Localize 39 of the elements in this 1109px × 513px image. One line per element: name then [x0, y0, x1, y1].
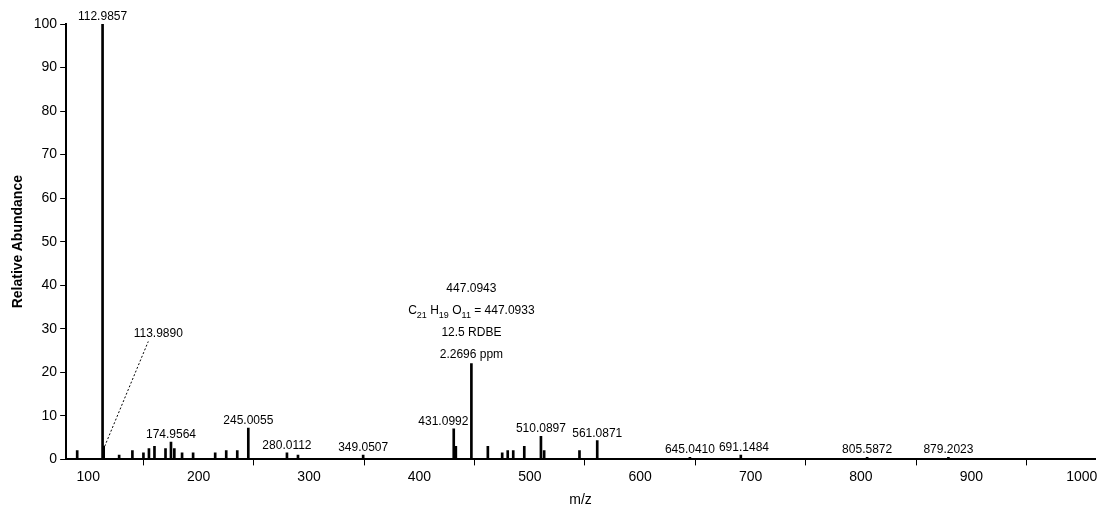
y-tick-label: 60 — [41, 189, 58, 206]
y-axis-title: Relative Abundance — [9, 174, 26, 309]
y-tick-label: 80 — [41, 101, 58, 118]
y-tick-label: 20 — [41, 363, 58, 380]
annotation: 691.1484 — [718, 440, 770, 455]
annotation: 561.0871 — [572, 425, 623, 440]
y-tick-label: 40 — [41, 276, 58, 293]
y-tick-label: 0 — [49, 450, 58, 467]
x-tick-label: 500 — [518, 467, 542, 484]
y-tick-label: 50 — [41, 232, 58, 249]
annotation: 174.9564 — [145, 426, 197, 441]
annotation: 280.0112 — [262, 437, 312, 452]
annotation: 805.5872 — [842, 442, 893, 457]
x-axis-title: m/z — [569, 491, 592, 508]
x-tick-label: 800 — [849, 467, 873, 484]
y-tick-label: 10 — [41, 406, 58, 423]
x-tick-label: 300 — [297, 467, 321, 484]
annotation: 349.0507 — [338, 440, 389, 455]
annotation: 112.9857 — [77, 9, 128, 23]
x-tick-label: 1000 — [1066, 467, 1098, 484]
y-tick-label: 90 — [41, 58, 58, 75]
y-tick-label: 30 — [41, 319, 58, 336]
x-tick-label: 100 — [76, 467, 101, 484]
annotation: 2.2696 ppm — [439, 346, 504, 361]
annotation: 510.0897 — [515, 421, 567, 436]
y-tick-label: 70 — [41, 145, 58, 162]
annotation: 431.0992 — [418, 413, 469, 428]
x-tick-label: 900 — [959, 467, 984, 484]
x-tick-label: 200 — [186, 467, 211, 484]
annotation: 447.0943 — [446, 280, 497, 295]
annotation: 245.0055 — [223, 413, 274, 428]
y-tick-label: 100 — [33, 14, 58, 31]
annotation: 12.5 RDBE — [441, 324, 502, 339]
x-tick-label: 600 — [628, 467, 653, 484]
annotation: 879.2023 — [923, 442, 974, 457]
annotation: 645.0410 — [664, 442, 716, 457]
annotation: 113.9890 — [133, 326, 184, 341]
x-tick-label: 400 — [407, 467, 432, 484]
x-tick-label: 700 — [738, 467, 763, 484]
